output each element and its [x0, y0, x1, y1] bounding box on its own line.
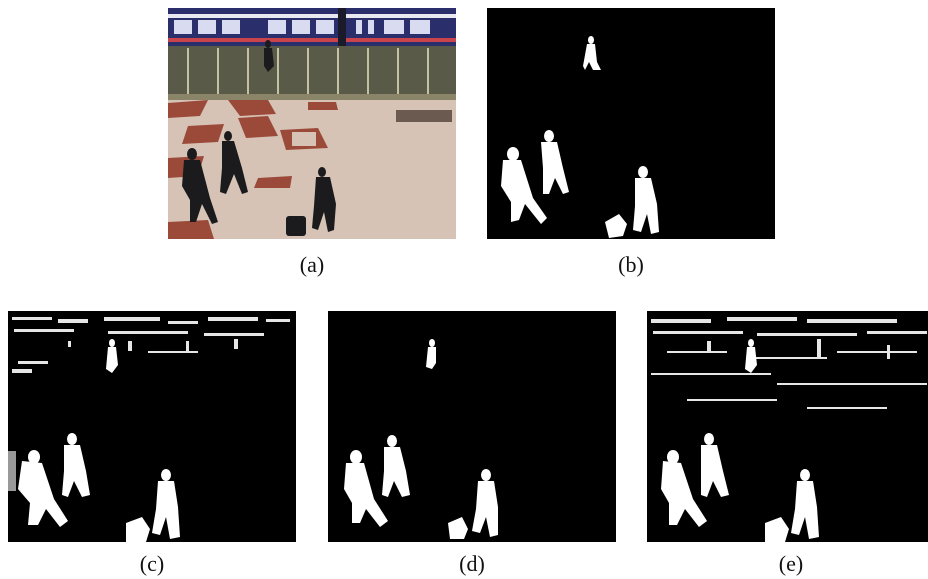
panel-b-ground-truth — [487, 8, 775, 239]
panel-a-original-image — [168, 8, 456, 239]
caption-e: (e) — [751, 551, 831, 577]
panel-d-result — [328, 311, 616, 542]
caption-b: (b) — [591, 252, 671, 278]
caption-d: (d) — [432, 551, 512, 577]
foreground-mask-e — [647, 311, 928, 542]
caption-a: (a) — [272, 252, 352, 278]
ground-truth-mask — [487, 8, 775, 239]
caption-c: (c) — [112, 551, 192, 577]
foreground-mask-d — [328, 311, 616, 542]
station-scene-image — [168, 8, 456, 239]
panel-c-result — [8, 311, 296, 542]
foreground-mask-c — [8, 311, 296, 542]
panel-e-result — [647, 311, 928, 542]
